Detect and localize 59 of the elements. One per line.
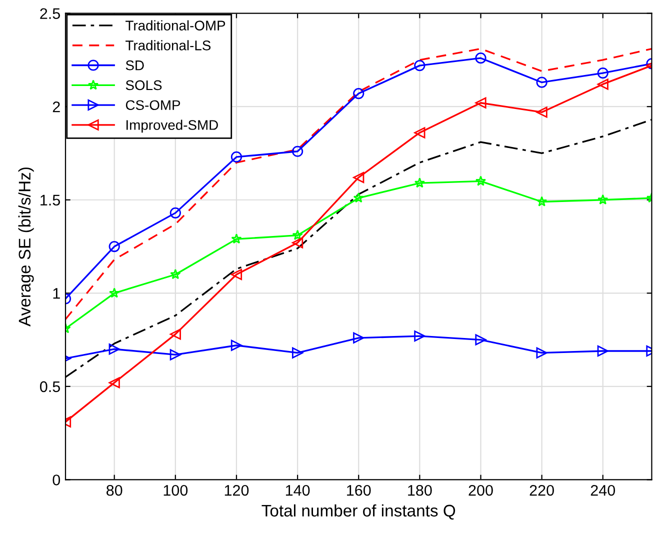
- y-tick-label: 0: [52, 474, 60, 486]
- point: [536, 106, 548, 118]
- legend-label: Traditional-LS: [126, 40, 211, 50]
- point: [414, 330, 426, 342]
- point: [597, 78, 608, 90]
- x-tick-label: 220: [530, 484, 554, 496]
- point: [598, 194, 608, 205]
- point: [536, 76, 548, 88]
- y-tick-label: 1: [53, 288, 60, 299]
- point: [414, 178, 425, 188]
- point: [170, 349, 181, 360]
- point: [109, 288, 120, 298]
- point: [230, 340, 242, 351]
- point: [475, 334, 486, 346]
- point: [108, 377, 120, 388]
- y-axis-title: Average SE (bit/s/Hz): [18, 168, 34, 326]
- point: [108, 240, 120, 252]
- point: [353, 88, 364, 100]
- point: [475, 52, 486, 64]
- point: [414, 60, 426, 72]
- point: [230, 268, 242, 280]
- y-tick-label: 1.5: [40, 194, 60, 206]
- point: [353, 172, 364, 184]
- point: [475, 97, 486, 108]
- x-tick-label: 160: [347, 484, 371, 496]
- point: [597, 67, 608, 79]
- point: [170, 328, 181, 340]
- point: [170, 207, 181, 218]
- legend-label: SD: [126, 60, 144, 70]
- point: [597, 345, 608, 357]
- point: [292, 230, 303, 240]
- point: [353, 332, 364, 344]
- point: [536, 347, 548, 358]
- y-tick-label: 2.5: [40, 8, 60, 20]
- point: [108, 344, 120, 355]
- point: [475, 176, 486, 186]
- point: [230, 151, 242, 163]
- x-tick-label: 100: [164, 484, 188, 496]
- point: [292, 146, 304, 157]
- x-tick-label: 80: [106, 484, 122, 496]
- y-tick-label: 2: [52, 101, 60, 112]
- point: [536, 196, 548, 206]
- x-tick-label: 140: [286, 484, 310, 496]
- legend-label: SOLS: [126, 80, 162, 90]
- x-tick-label: 180: [408, 484, 432, 496]
- x-tick-label: 200: [468, 484, 493, 496]
- point: [353, 192, 364, 203]
- point: [170, 268, 181, 280]
- x-tick-label: 240: [590, 484, 616, 496]
- y-tick-label: 0.5: [40, 381, 60, 392]
- legend-label: Traditional-OMP: [126, 20, 226, 30]
- legend-label: Improved-SMD: [126, 120, 218, 133]
- point: [292, 347, 304, 358]
- point: [231, 233, 242, 244]
- point: [414, 127, 426, 138]
- x-axis-title: Total number of instants Q: [262, 504, 456, 520]
- legend-label: CS-OMP: [126, 100, 180, 110]
- point: [292, 237, 304, 248]
- x-tick-label: 120: [224, 484, 249, 496]
